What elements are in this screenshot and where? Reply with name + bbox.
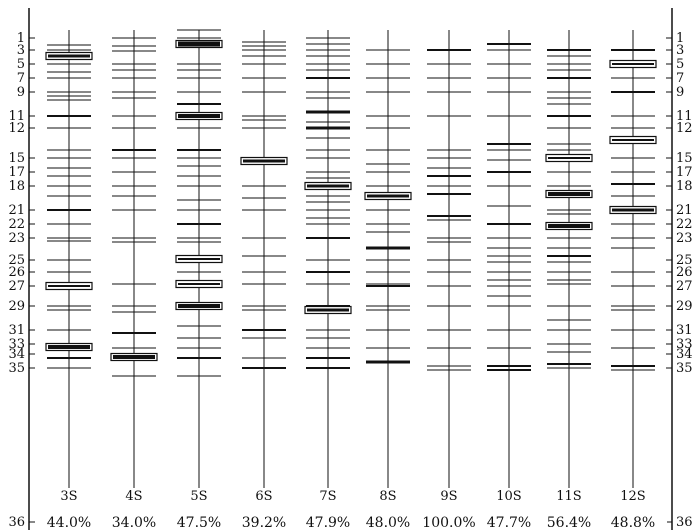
- lane-label: 8S: [379, 489, 396, 504]
- left-tick-label: 22: [8, 217, 25, 232]
- lane-label: 4S: [125, 489, 142, 504]
- right-tick-label: 22: [676, 217, 693, 232]
- left-tick-label: 7: [17, 71, 25, 86]
- lane-label: 6S: [255, 489, 272, 504]
- left-tick-label: 34: [8, 347, 25, 362]
- left-tick-label: 31: [8, 323, 25, 338]
- left-tick-label: 36: [8, 515, 25, 530]
- right-tick-label: 7: [676, 71, 684, 86]
- right-tick-label: 36: [676, 515, 693, 530]
- left-tick-label: 15: [8, 151, 25, 166]
- right-tick-label: 21: [676, 203, 693, 218]
- lane-9S: [427, 30, 471, 530]
- left-tick-label: 25: [8, 253, 25, 268]
- lane-11S: [545, 30, 593, 530]
- lane-8S: [364, 30, 412, 530]
- lane-percent: 39.2%: [242, 515, 286, 531]
- left-tick-label: 21: [8, 203, 25, 218]
- right-tick-label: 26: [676, 265, 693, 280]
- right-tick-label: 25: [676, 253, 693, 268]
- lane-percent: 47.5%: [177, 515, 221, 531]
- right-tick-label: 9: [676, 85, 684, 100]
- left-tick-label: 23: [8, 231, 25, 246]
- left-tick-label: 11: [8, 109, 25, 124]
- lane-4S: [110, 30, 158, 530]
- left-tick-label: 17: [8, 165, 25, 180]
- right-tick-label: 34: [676, 347, 693, 362]
- left-tick-label: 9: [17, 85, 25, 100]
- lane-percent: 47.9%: [306, 515, 350, 531]
- left-tick-label: 5: [17, 57, 25, 72]
- right-tick-label: 11: [676, 109, 693, 124]
- right-tick-label: 5: [676, 57, 684, 72]
- lane-percent: 34.0%: [112, 515, 156, 531]
- right-tick-label: 31: [676, 323, 693, 338]
- right-tick-label: 35: [676, 361, 693, 376]
- axes: [28, 8, 673, 530]
- lanes: [45, 29, 657, 530]
- lane-percent: 48.0%: [366, 515, 410, 531]
- left-tick-label: 12: [8, 121, 25, 136]
- left-tick-label: 1: [17, 31, 25, 46]
- lane-labels: 3S 44.0% 4S 34.0% 5S 47.5% 6S 39.2% 7S 47.9% 8S 48.…: [47, 489, 655, 531]
- left-tick-label: 29: [8, 299, 25, 314]
- left-tick-label: 33: [8, 337, 25, 352]
- lane-percent: 44.0%: [47, 515, 91, 531]
- lane-10S: [487, 30, 531, 530]
- lane-3S: [45, 30, 93, 530]
- lane-12S: [609, 30, 657, 530]
- right-tick-label: 23: [676, 231, 693, 246]
- right-tick-label: 17: [676, 165, 693, 180]
- lane-label: 10S: [496, 489, 521, 504]
- lane-percent: 48.8%: [611, 515, 655, 531]
- left-tick-label: 26: [8, 265, 25, 280]
- right-tick-label: 18: [676, 179, 693, 194]
- lane-label: 3S: [60, 489, 77, 504]
- lane-6S: [240, 30, 288, 530]
- right-tick-label: 33: [676, 337, 693, 352]
- right-tick-label: 27: [676, 279, 693, 294]
- lane-percent: 47.7%: [487, 515, 531, 531]
- right-tick-label: 3: [676, 43, 684, 58]
- left-tick-label: 3: [17, 43, 25, 58]
- right-tick-label: 1: [676, 31, 684, 46]
- left-tick-label: 35: [8, 361, 25, 376]
- lane-7S: [304, 30, 352, 530]
- lane-5S: [175, 29, 223, 530]
- lane-percent: 100.0%: [422, 515, 475, 531]
- right-tick-label: 15: [676, 151, 693, 166]
- lane-label: 12S: [620, 489, 645, 504]
- left-tick-label: 27: [8, 279, 25, 294]
- lane-percent: 56.4%: [547, 515, 591, 531]
- label-backdrop: [35, 488, 667, 532]
- right-tick-label: 12: [676, 121, 693, 136]
- lane-label: 9S: [440, 489, 457, 504]
- lane-label: 7S: [319, 489, 336, 504]
- lane-label: 11S: [556, 489, 581, 504]
- lane-label: 5S: [190, 489, 207, 504]
- left-tick-label: 18: [8, 179, 25, 194]
- right-tick-label: 29: [676, 299, 693, 314]
